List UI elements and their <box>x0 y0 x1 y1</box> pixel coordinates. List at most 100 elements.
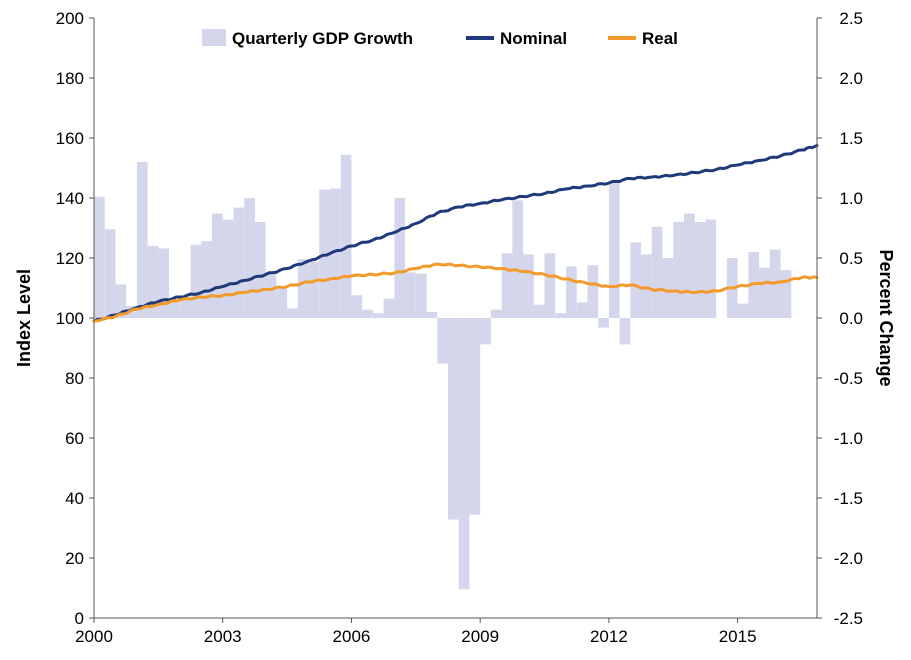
right-axis-title: Percent Change <box>876 249 896 386</box>
gdp-growth-bar <box>372 313 384 318</box>
gdp-growth-bar <box>673 222 684 318</box>
gdp-growth-bar <box>254 222 266 318</box>
gdp-growth-bar <box>662 258 674 318</box>
left-tick-label: 140 <box>56 189 84 208</box>
gdp-growth-bar <box>608 181 620 318</box>
gdp-growth-bar <box>576 302 588 318</box>
right-tick-label: 2.0 <box>839 69 863 88</box>
gdp-growth-bar <box>683 213 695 318</box>
axes: 0 20 40 60 80 100 120 140 160 180 200 -2.5 -2.0 -1.5 -… <box>14 9 896 646</box>
gdp-growth-bar <box>469 318 481 515</box>
legend-label-bars: Quarterly GDP Growth <box>232 29 413 48</box>
gdp-growth-bar <box>447 318 459 520</box>
x-tick-label: 2003 <box>204 627 242 646</box>
legend: Quarterly GDP Growth Nominal Real <box>202 29 678 48</box>
right-tick-label: -0.5 <box>834 369 863 388</box>
real-line <box>92 262 819 323</box>
left-tick-label: 200 <box>56 9 84 28</box>
gdp-growth-bar <box>362 309 373 318</box>
gdp-growth-bar <box>383 298 395 318</box>
gdp-growth-bar <box>523 254 534 318</box>
legend-swatch-bars <box>202 29 226 46</box>
left-tick-label: 120 <box>56 249 84 268</box>
gdp-growth-bar <box>405 272 416 318</box>
left-axis-title: Index Level <box>14 269 34 367</box>
gdp-growth-bar <box>651 226 663 318</box>
x-tick-label: 2015 <box>719 627 757 646</box>
gdp-growth-bar <box>501 253 513 318</box>
right-tick-label: 2.5 <box>839 9 863 28</box>
gdp-growth-bar <box>190 244 202 318</box>
gdp-growth-bar <box>222 219 234 318</box>
gdp-growth-bar <box>115 284 127 318</box>
gdp-growth-bar <box>598 318 609 328</box>
gdp-growth-bar <box>737 303 749 318</box>
left-tick-label: 100 <box>56 309 84 328</box>
left-tick-label: 0 <box>75 609 84 628</box>
gdp-growth-bar <box>759 267 770 318</box>
gdp-growth-bar <box>94 196 105 318</box>
right-tick-label: 1.0 <box>839 189 863 208</box>
gdp-growth-bar <box>458 318 470 590</box>
gdp-growth-bar <box>480 318 491 345</box>
gdp-growth-bar <box>426 312 438 318</box>
gdp-growth-bar <box>641 254 652 318</box>
gdp-growth-bar <box>169 302 180 318</box>
x-tick-label: 2012 <box>590 627 628 646</box>
gdp-growth-bar <box>394 198 406 318</box>
gdp-growth-bar <box>351 295 363 318</box>
gdp-growth-bar <box>630 242 642 318</box>
gdp-growth-bar <box>308 261 320 318</box>
gdp-growth-bar <box>340 154 352 318</box>
left-tick-label: 60 <box>65 429 84 448</box>
line-series <box>92 144 819 323</box>
x-tick-label: 2006 <box>333 627 371 646</box>
gdp-growth-bar <box>212 213 223 318</box>
gdp-growth-bar <box>104 229 116 318</box>
gdp-growth-bar <box>555 313 566 318</box>
gdp-growth-bar <box>587 265 599 318</box>
right-tick-label: 1.5 <box>839 129 863 148</box>
x-tick-label: 2009 <box>461 627 499 646</box>
gdp-growth-bar <box>244 198 255 318</box>
gdp-growth-bar <box>265 272 277 318</box>
gdp-growth-bar <box>780 270 792 318</box>
gdp-growth-bar <box>415 273 427 318</box>
gdp-growth-bar <box>136 162 148 318</box>
right-tick-label: 0.5 <box>839 249 863 268</box>
left-tick-label: 20 <box>65 549 84 568</box>
gdp-growth-bar <box>544 253 556 318</box>
left-tick-label: 40 <box>65 489 84 508</box>
right-tick-label: -2.5 <box>834 609 863 628</box>
gdp-growth-bar <box>437 318 448 364</box>
gdp-growth-bar <box>233 207 245 318</box>
right-tick-label: -1.5 <box>834 489 863 508</box>
gdp-growth-bar <box>490 309 502 318</box>
bar-series <box>94 154 792 590</box>
right-tick-label: 0.0 <box>839 309 863 328</box>
gdp-growth-bar <box>694 222 706 318</box>
gdp-growth-bar <box>147 246 159 318</box>
right-tick-label: -2.0 <box>834 549 863 568</box>
left-tick-label: 180 <box>56 69 84 88</box>
gdp-growth-bar <box>276 288 288 318</box>
left-tick-label: 80 <box>65 369 84 388</box>
gdp-growth-bar <box>287 308 298 318</box>
gdp-growth-bar <box>329 188 341 318</box>
legend-label-real: Real <box>642 29 678 48</box>
legend-label-nominal: Nominal <box>500 29 567 48</box>
gdp-growth-bar <box>533 304 545 318</box>
gdp-growth-bar <box>565 266 577 318</box>
gdp-growth-bar <box>619 318 631 345</box>
right-tick-label: -1.0 <box>834 429 863 448</box>
gdp-growth-bar <box>179 300 191 318</box>
gdp-growth-bar <box>705 219 717 318</box>
gdp-growth-bar <box>512 200 524 318</box>
gdp-growth-bar <box>297 259 309 318</box>
left-tick-label: 160 <box>56 129 84 148</box>
gdp-growth-bar <box>201 241 212 318</box>
x-tick-label: 2000 <box>75 627 113 646</box>
gdp-growth-bar <box>158 248 170 318</box>
